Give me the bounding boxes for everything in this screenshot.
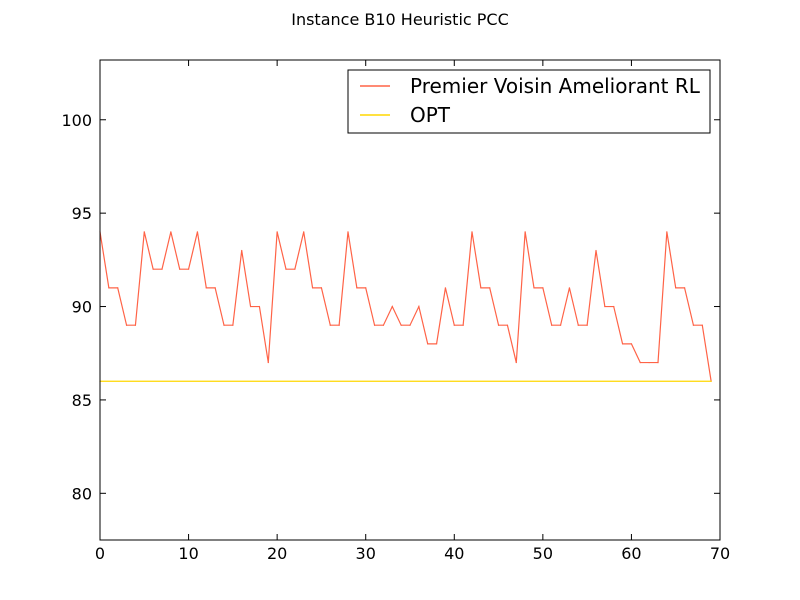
data-point bbox=[382, 324, 385, 326]
data-point bbox=[710, 380, 712, 382]
plot-frame bbox=[99, 59, 721, 541]
data-point bbox=[524, 231, 526, 233]
data-point bbox=[161, 268, 163, 270]
y-tick-label: 100 bbox=[61, 111, 92, 130]
data-point bbox=[249, 305, 252, 308]
data-point bbox=[533, 287, 535, 289]
data-point bbox=[453, 324, 455, 326]
data-point bbox=[427, 343, 429, 345]
x-tick-label: 50 bbox=[533, 544, 553, 563]
data-point bbox=[692, 324, 695, 326]
ticks-layer: 0 10 20 30 40 50 60 70 80 85 90 95 100 bbox=[61, 60, 730, 563]
data-point bbox=[232, 324, 234, 326]
y-tick-label: 85 bbox=[72, 391, 92, 410]
data-point bbox=[373, 324, 376, 326]
x-tick-label: 40 bbox=[444, 544, 464, 563]
x-tick-label: 70 bbox=[710, 544, 730, 563]
data-point bbox=[170, 231, 172, 233]
data-point bbox=[497, 324, 500, 326]
data-point bbox=[276, 231, 278, 233]
data-point bbox=[338, 324, 340, 326]
data-point bbox=[223, 324, 225, 326]
data-point bbox=[329, 324, 331, 326]
data-point bbox=[214, 287, 216, 289]
data-point bbox=[639, 361, 641, 364]
data-point bbox=[462, 324, 464, 326]
data-point bbox=[125, 324, 128, 326]
legend-label-1: OPT bbox=[410, 103, 451, 127]
data-point bbox=[586, 324, 588, 326]
x-tick-label: 30 bbox=[356, 544, 376, 563]
y-tick-label: 80 bbox=[72, 484, 92, 503]
data-point bbox=[675, 287, 677, 289]
x-tick-label: 0 bbox=[95, 544, 105, 563]
data-point bbox=[444, 287, 447, 289]
legend-box bbox=[347, 69, 711, 134]
data-point bbox=[701, 324, 703, 326]
data-point bbox=[117, 287, 119, 289]
data-point bbox=[568, 287, 571, 289]
legend: Premier Voisin Ameliorant RL OPT bbox=[347, 69, 711, 134]
data-point bbox=[294, 268, 296, 270]
data-point bbox=[666, 231, 668, 233]
y-tick-label: 90 bbox=[72, 298, 92, 317]
data-point bbox=[311, 287, 314, 289]
data-point bbox=[347, 231, 349, 233]
data-point bbox=[356, 287, 358, 289]
data-point bbox=[604, 305, 606, 308]
data-point bbox=[515, 361, 517, 364]
data-point bbox=[400, 324, 402, 326]
data-point bbox=[205, 287, 207, 289]
data-point bbox=[577, 324, 579, 326]
data-point bbox=[621, 343, 624, 345]
data-point bbox=[320, 287, 323, 289]
y-tick-label: 95 bbox=[72, 204, 92, 223]
data-point bbox=[489, 287, 491, 289]
series-line-0 bbox=[99, 231, 712, 382]
data-point bbox=[648, 361, 650, 364]
data-point bbox=[196, 231, 199, 233]
data-point bbox=[134, 324, 137, 326]
data-point bbox=[480, 287, 482, 289]
data-point bbox=[551, 324, 553, 326]
data-point bbox=[471, 231, 473, 233]
data-point bbox=[143, 231, 145, 233]
data-point bbox=[418, 305, 420, 308]
x-tick-label: 10 bbox=[178, 544, 198, 563]
x-tick-label: 20 bbox=[267, 544, 287, 563]
data-point bbox=[683, 287, 686, 289]
data-point bbox=[630, 343, 633, 345]
data-point bbox=[179, 268, 181, 270]
data-point bbox=[657, 361, 659, 364]
data-point bbox=[152, 268, 154, 270]
data-point bbox=[303, 231, 305, 233]
legend-label-0: Premier Voisin Ameliorant RL bbox=[410, 74, 701, 98]
data-point bbox=[241, 249, 243, 252]
data-point bbox=[595, 249, 597, 252]
data-point bbox=[391, 305, 393, 308]
data-point bbox=[559, 324, 562, 326]
data-point bbox=[267, 361, 269, 364]
chart-title: Instance B10 Heuristic PCC bbox=[291, 10, 509, 29]
data-point bbox=[613, 305, 615, 308]
data-point bbox=[108, 287, 110, 289]
data-point bbox=[365, 287, 367, 289]
data-point bbox=[187, 268, 190, 270]
data-point bbox=[506, 324, 509, 326]
x-tick-label: 60 bbox=[621, 544, 641, 563]
data-point bbox=[435, 343, 438, 345]
series-layer bbox=[99, 231, 712, 382]
data-point bbox=[409, 324, 411, 326]
data-point bbox=[258, 305, 261, 308]
data-point bbox=[285, 268, 287, 270]
data-point bbox=[542, 287, 544, 289]
